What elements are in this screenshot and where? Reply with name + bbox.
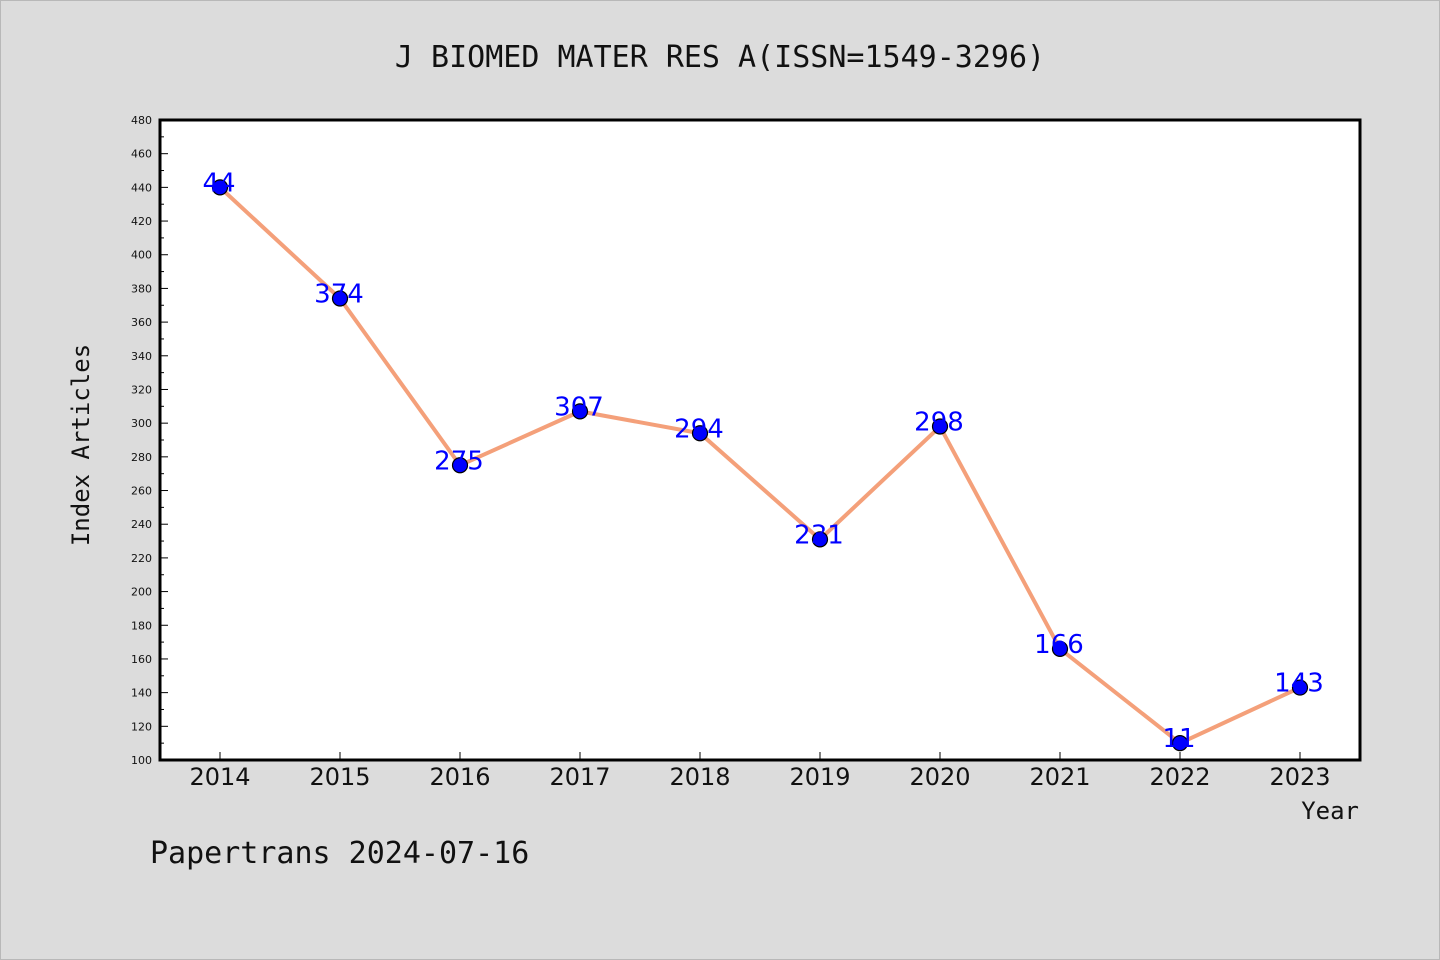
y-tick-label: 240 [131, 518, 152, 531]
data-point-marker [331, 290, 349, 307]
y-tick-label: 380 [131, 282, 152, 295]
data-label: 143 [1274, 669, 1324, 699]
data-point-marker [211, 179, 229, 196]
data-label: 298 [914, 408, 964, 438]
chart-title: J BIOMED MATER RES A(ISSN=1549-3296) [395, 40, 1045, 75]
data-label: 275 [434, 446, 484, 476]
series-line [211, 179, 1309, 752]
data-point-marker [691, 425, 709, 442]
data-labels: 44 374 275 307 294 231 298 166 11 143 [202, 168, 1323, 754]
y-tick-label: 180 [131, 619, 152, 632]
data-label: 44 [202, 168, 235, 198]
y-tick-label: 140 [131, 687, 152, 700]
plot-area [158, 118, 1362, 762]
x-axis-label: Year [1301, 797, 1359, 825]
y-axis: 100 120 140 160 180 200 220 240 260 280 300 320 340 3… [131, 114, 168, 767]
x-tick-label: 2014 [189, 763, 250, 791]
y-tick-label: 400 [131, 249, 152, 262]
y-tick-label: 260 [131, 485, 152, 498]
y-tick-label: 440 [131, 181, 152, 194]
data-label: 166 [1034, 630, 1084, 660]
data-label: 294 [674, 414, 724, 444]
x-tick-label: 2022 [1149, 763, 1210, 791]
y-tick-label: 320 [131, 383, 152, 396]
y-tick-label: 120 [131, 720, 152, 733]
y-tick-label: 360 [131, 316, 152, 329]
y-tick-label: 460 [131, 148, 152, 161]
data-point-marker [1051, 640, 1069, 657]
data-point-marker [931, 418, 949, 435]
y-tick-label: 160 [131, 653, 152, 666]
x-tick-label: 2015 [309, 763, 370, 791]
y-tick-label: 220 [131, 552, 152, 565]
x-tick-label: 2019 [789, 763, 850, 791]
y-tick-label: 280 [131, 451, 152, 464]
data-label: 11 [1162, 724, 1195, 754]
x-tick-label: 2016 [429, 763, 490, 791]
x-tick-label: 2018 [669, 763, 730, 791]
data-label: 307 [554, 392, 604, 422]
data-point-marker [811, 531, 829, 548]
x-tick-label: 2023 [1269, 763, 1330, 791]
data-point-marker [571, 403, 589, 420]
footer-watermark: Papertrans 2024-07-16 [150, 836, 529, 871]
y-tick-label: 420 [131, 215, 152, 228]
x-tick-label: 2020 [909, 763, 970, 791]
y-tick-label: 480 [131, 114, 152, 127]
y-axis-label: Index Articles [67, 344, 95, 546]
y-tick-label: 100 [131, 754, 152, 767]
data-label: 374 [314, 280, 364, 310]
series-path [218, 185, 1301, 746]
data-point-marker [1171, 735, 1189, 752]
y-tick-label: 340 [131, 350, 152, 363]
data-label: 231 [794, 520, 844, 550]
y-tick-label: 300 [131, 417, 152, 430]
x-axis: 2014 2015 2016 2017 2018 2019 2020 2021 2022 2023 [189, 752, 1331, 791]
x-tick-label: 2017 [549, 763, 610, 791]
x-tick-label: 2021 [1029, 763, 1090, 791]
data-point-marker [451, 457, 469, 474]
data-point-marker [1291, 679, 1309, 696]
y-tick-label: 200 [131, 586, 152, 599]
